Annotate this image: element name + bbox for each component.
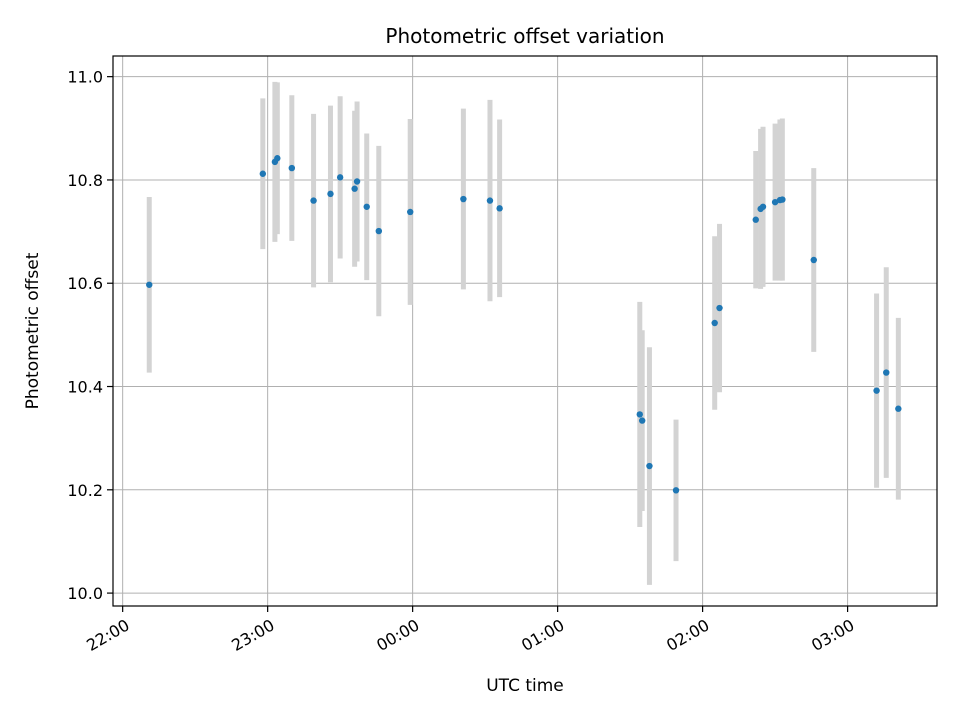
data-point: [883, 369, 890, 376]
data-point: [310, 197, 317, 204]
data-point: [259, 170, 267, 177]
data-point: [638, 417, 646, 424]
y-tick-label: 10.6: [67, 274, 103, 293]
data-point: [351, 185, 358, 192]
data-point: [353, 178, 361, 185]
data-point: [288, 164, 296, 172]
x-axis-label: UTC time: [486, 676, 564, 696]
data-point: [636, 411, 643, 418]
data-point: [759, 203, 767, 210]
chart-title: Photometric offset variation: [385, 24, 664, 48]
data-point: [646, 462, 653, 470]
data-point: [327, 190, 334, 198]
y-tick-label: 10.8: [67, 171, 103, 190]
plot-frame: [112, 55, 938, 607]
data-point: [460, 195, 467, 203]
data-point: [779, 196, 786, 203]
y-axis: 10.0 10.2 10.4 10.6 10.8 11.0: [67, 68, 113, 603]
data-point: [146, 281, 153, 288]
data-points: [146, 155, 902, 494]
data-point: [716, 304, 723, 312]
data-point: [672, 487, 680, 494]
data-point: [274, 155, 281, 162]
grid: [113, 56, 937, 606]
data-point: [336, 174, 344, 181]
data-point: [407, 208, 414, 216]
plot-area: [113, 56, 937, 606]
y-tick-label: 10.0: [67, 584, 103, 603]
y-axis-label: Photometric offset: [23, 252, 43, 409]
data-point: [873, 387, 880, 394]
data-point: [711, 319, 718, 327]
data-point: [895, 405, 902, 412]
data-point: [771, 198, 779, 206]
y-tick-label: 10.4: [67, 378, 103, 397]
data-point: [375, 227, 383, 235]
y-tick-label: 10.2: [67, 481, 103, 500]
data-point: [810, 256, 817, 264]
y-tick-label: 11.0: [67, 68, 103, 87]
data-point: [496, 205, 503, 212]
data-point: [752, 216, 759, 223]
data-point: [486, 197, 494, 204]
data-point: [363, 203, 370, 210]
